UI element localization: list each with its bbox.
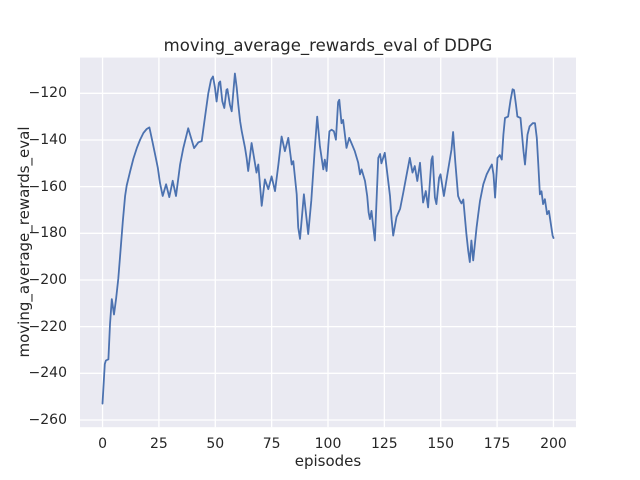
x-axis-label: episodes — [294, 452, 362, 470]
y-tick-label: −240 — [28, 365, 67, 382]
y-tick-label: −160 — [28, 178, 67, 195]
x-tick-label: 100 — [314, 436, 342, 452]
y-tick-label: −140 — [28, 131, 67, 148]
chart-title: moving_average_rewards_eval of DDPG — [163, 36, 493, 55]
x-tick-label: 150 — [427, 436, 455, 452]
x-tick-label: 75 — [262, 436, 281, 452]
x-tick-label: 25 — [149, 436, 168, 452]
y-tick-label: −260 — [28, 411, 67, 428]
x-tick-label: 200 — [540, 436, 567, 452]
x-tick-label: 0 — [98, 436, 107, 452]
data-line — [101, 72, 555, 405]
y-tick-label: −220 — [28, 318, 67, 335]
x-tick-label: 125 — [370, 436, 398, 452]
y-tick-label: −200 — [28, 271, 67, 288]
x-tick-label: 50 — [206, 436, 225, 452]
x-tick-label: 175 — [483, 436, 511, 452]
y-tick-label: −120 — [28, 85, 67, 102]
y-tick-label: −180 — [28, 225, 67, 242]
